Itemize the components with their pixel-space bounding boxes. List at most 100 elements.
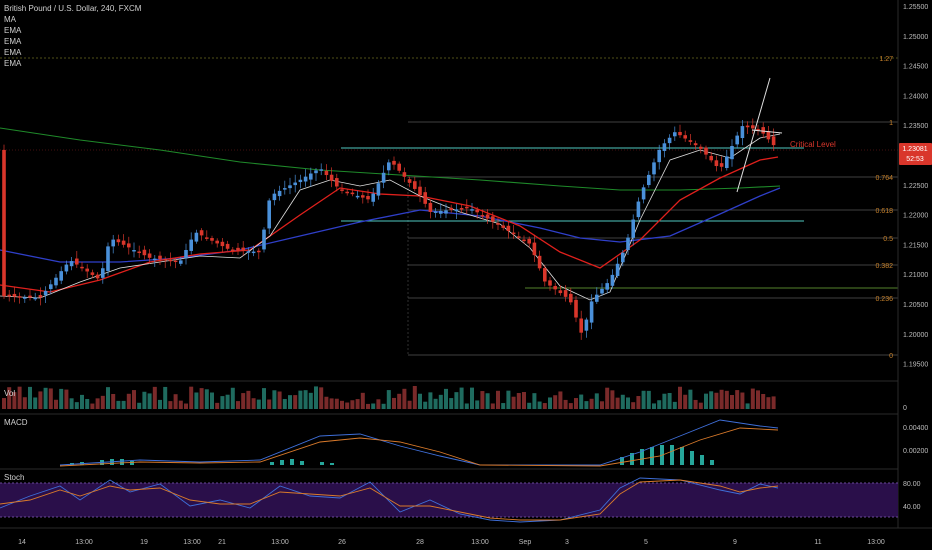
candle-body[interactable] [371, 193, 375, 202]
candle-body[interactable] [522, 239, 526, 242]
candle-body[interactable] [7, 294, 11, 297]
candle-body[interactable] [699, 146, 703, 149]
candle-body[interactable] [626, 237, 630, 251]
candle-body[interactable] [106, 246, 110, 271]
candle-body[interactable] [558, 290, 563, 294]
candle-body[interactable] [283, 188, 287, 190]
candle-body[interactable] [340, 189, 344, 191]
candle-body[interactable] [527, 238, 531, 244]
candle-body[interactable] [740, 126, 745, 139]
candle-body[interactable] [75, 258, 79, 265]
candle-body[interactable] [756, 128, 760, 131]
candle-body[interactable] [418, 186, 422, 195]
candle-body[interactable] [59, 271, 63, 281]
candle-body[interactable] [485, 214, 490, 219]
candle-body[interactable] [225, 243, 230, 249]
candle-body[interactable] [43, 290, 48, 296]
candle-body[interactable] [215, 240, 219, 244]
candle-body[interactable] [771, 136, 776, 146]
candle-body[interactable] [199, 230, 204, 236]
macd-pane-label[interactable]: MACD [4, 418, 28, 427]
candle-body[interactable] [23, 297, 27, 299]
candle-body[interactable] [262, 229, 266, 250]
trendline[interactable] [736, 77, 771, 193]
candle-body[interactable] [80, 266, 84, 269]
candle-body[interactable] [735, 135, 739, 145]
candle-body[interactable] [517, 236, 521, 238]
candle-body[interactable] [402, 172, 407, 177]
candle-body[interactable] [766, 131, 771, 140]
indicator-ema-4[interactable]: EMA [4, 59, 22, 68]
candle-body[interactable] [459, 208, 464, 210]
candle-body[interactable] [314, 170, 318, 174]
candle-body[interactable] [595, 294, 599, 302]
candle-body[interactable] [584, 319, 589, 331]
candle-body[interactable] [615, 263, 620, 276]
candle-body[interactable] [491, 216, 495, 222]
time-axis[interactable]: 14 13:00 19 13:00 21 13:00 26 28 13:00 Sep 3 5 9 11 13… [18, 539, 885, 546]
candle-body[interactable] [714, 160, 719, 167]
candle-body[interactable] [49, 284, 53, 290]
candle-body[interactable] [631, 219, 635, 238]
candle-body[interactable] [433, 211, 438, 213]
candle-body[interactable] [142, 249, 147, 256]
candle-body[interactable] [501, 225, 505, 228]
candle-body[interactable] [381, 172, 386, 183]
candle-body[interactable] [511, 232, 516, 235]
candle-body[interactable] [251, 251, 256, 254]
candle-body[interactable] [210, 238, 214, 241]
candle-body[interactable] [236, 247, 240, 251]
candle-body[interactable] [54, 277, 58, 286]
candle-body[interactable] [231, 249, 235, 252]
fibonacci-retracement[interactable]: 1.27 1 0.764 0.618 0.5 0.382 0.236 0 [0, 56, 898, 360]
candle-body[interactable] [475, 209, 479, 213]
indicator-ma[interactable]: MA [4, 15, 16, 24]
indicator-ema-1[interactable]: EMA [4, 26, 22, 35]
candle-body[interactable] [132, 250, 136, 252]
candle-body[interactable] [64, 264, 69, 272]
candle-body[interactable] [641, 187, 646, 200]
candle-body[interactable] [163, 258, 167, 261]
stoch-pane-label[interactable]: Stoch [4, 473, 25, 482]
candle-body[interactable] [153, 258, 157, 261]
candle-body[interactable] [168, 259, 173, 262]
candle-body[interactable] [397, 163, 401, 171]
candle-body[interactable] [553, 286, 557, 290]
candle-body[interactable] [647, 174, 651, 186]
chart-title[interactable]: British Pound / U.S. Dollar, 240, FXCM [4, 4, 142, 13]
candle-body[interactable] [194, 232, 199, 242]
candle-body[interactable] [667, 137, 672, 144]
candle-body[interactable] [569, 293, 573, 303]
candle-body[interactable] [423, 192, 427, 204]
candle-body[interactable] [257, 250, 261, 253]
candle-body[interactable] [704, 147, 708, 155]
price-axis[interactable]: 1.25500 1.25000 1.24500 1.24000 1.23500 1.230… [903, 4, 928, 369]
candle-body[interactable] [387, 162, 391, 171]
volume-pane-label[interactable]: Vol [4, 389, 16, 398]
candle-body[interactable] [407, 179, 412, 183]
candle-body[interactable] [329, 174, 334, 181]
candle-body[interactable] [537, 255, 542, 269]
candle-body[interactable] [246, 251, 251, 253]
candle-body[interactable] [366, 195, 370, 200]
candle-body[interactable] [709, 155, 713, 161]
candle-body[interactable] [127, 243, 131, 248]
candle-body[interactable] [574, 299, 578, 318]
candle-body[interactable] [303, 176, 308, 182]
candle-body[interactable] [413, 181, 417, 189]
candle-body[interactable] [137, 251, 141, 253]
candle-body[interactable] [761, 127, 765, 134]
candle-body[interactable] [730, 146, 734, 160]
candle-body[interactable] [184, 250, 188, 259]
candle-body[interactable] [683, 135, 687, 139]
indicator-ema-3[interactable]: EMA [4, 48, 22, 57]
candle-body[interactable] [439, 210, 443, 214]
candle-body[interactable] [751, 125, 755, 129]
candle-body[interactable] [288, 185, 292, 189]
candle-body[interactable] [657, 149, 661, 163]
candle-body[interactable] [350, 192, 355, 195]
candle-body[interactable] [28, 295, 32, 298]
candle-body[interactable] [636, 201, 641, 218]
candle-body[interactable] [480, 215, 485, 217]
